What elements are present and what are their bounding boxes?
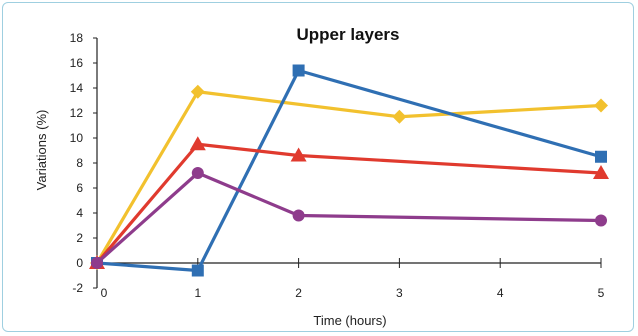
y-tick-label: 2 (76, 231, 83, 245)
series-line (95, 68, 603, 273)
data-point-circle (292, 209, 305, 222)
axes (93, 37, 602, 289)
y-tick-label: 0 (76, 256, 83, 270)
x-axis-label: Time (hours) (313, 313, 386, 328)
data-point-circle (595, 214, 607, 227)
y-tick-label: 8 (76, 156, 83, 170)
data-point-circle (191, 167, 204, 179)
y-tick-label: -2 (72, 281, 83, 295)
series-group (89, 64, 609, 277)
series-square (91, 64, 607, 277)
y-tick-label: 6 (76, 181, 83, 195)
y-tick-label: 18 (70, 31, 84, 45)
series-line (95, 171, 603, 265)
x-tick-label: 5 (598, 286, 605, 300)
y-axis-label: Variations (%) (34, 110, 49, 191)
x-tick-label: 2 (295, 286, 302, 300)
x-tick-label: 1 (194, 286, 201, 300)
series-line (95, 90, 603, 265)
x-tick-label: 4 (497, 286, 504, 300)
y-tick-label: 14 (70, 81, 84, 95)
y-tick-label: 16 (70, 56, 84, 70)
data-point-square (292, 64, 305, 77)
data-point-triangle (593, 165, 609, 179)
data-point-diamond (392, 109, 407, 124)
data-point-triangle (189, 136, 206, 151)
chart-title: Upper layers (297, 25, 400, 44)
chart-frame (2, 2, 634, 332)
x-tick-label: 3 (396, 286, 403, 300)
y-tick-label: 4 (76, 206, 83, 220)
data-point-diamond (594, 98, 608, 113)
y-tick-label: 12 (70, 106, 84, 120)
data-point-square (595, 150, 607, 163)
data-point-diamond (190, 84, 205, 99)
data-point-triangle (290, 147, 307, 162)
series-line (95, 142, 603, 265)
data-point-square (191, 264, 204, 277)
data-point-circle (91, 257, 103, 269)
y-tick-label: 10 (70, 131, 84, 145)
x-tick-label: 0 (101, 286, 108, 300)
series-circle (91, 167, 607, 269)
